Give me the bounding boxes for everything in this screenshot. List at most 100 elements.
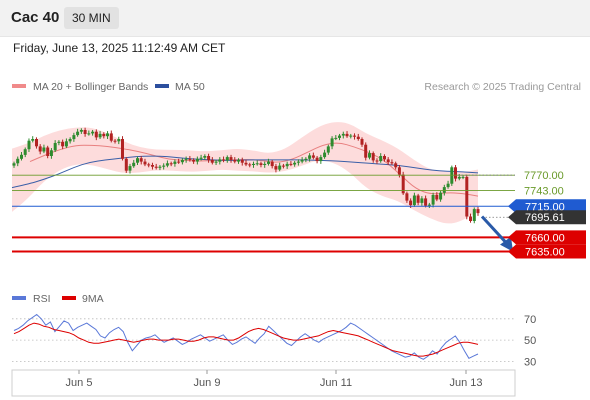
rsi-tick-label: 30 xyxy=(524,356,536,368)
candle-up xyxy=(472,209,476,221)
candle-up xyxy=(31,139,35,141)
ma50-legend-label: MA 50 xyxy=(175,81,205,93)
candle-up xyxy=(132,162,136,167)
candle-up xyxy=(461,176,465,178)
candle-up xyxy=(412,195,416,206)
candle-down xyxy=(397,167,401,175)
candle-down xyxy=(401,174,405,194)
instrument-title: Cac 40 xyxy=(11,9,60,26)
candle-down xyxy=(390,162,394,164)
candle-up xyxy=(184,158,188,160)
candle-down xyxy=(109,133,113,141)
candle-down xyxy=(356,136,360,139)
candle-up xyxy=(79,130,83,132)
candle-up xyxy=(319,157,323,162)
candle-down xyxy=(177,161,181,163)
candle-up xyxy=(442,187,446,193)
candle-down xyxy=(375,160,379,162)
rsi-ma-legend-label: 9MA xyxy=(82,293,104,305)
candle-up xyxy=(439,192,443,200)
candle-up xyxy=(349,135,353,137)
candle-up xyxy=(195,158,199,162)
rsi-line xyxy=(13,313,479,360)
candle-down xyxy=(154,166,158,168)
candle-up xyxy=(76,131,80,136)
candle-up xyxy=(267,161,270,164)
candle-down xyxy=(386,159,390,163)
candle-up xyxy=(91,131,95,134)
candle-up xyxy=(300,159,304,162)
candle-up xyxy=(42,147,46,152)
candle-down xyxy=(46,147,50,156)
candle-up xyxy=(117,139,121,142)
x-axis-tick-label: Jun 9 xyxy=(194,377,221,389)
candle-up xyxy=(106,133,109,137)
rsi-legend-label: RSI xyxy=(33,293,51,305)
candle-down xyxy=(244,162,248,165)
candle-up xyxy=(214,161,218,163)
candle-up xyxy=(323,152,327,158)
candle-down xyxy=(383,156,386,160)
candle-up xyxy=(173,161,177,164)
candle-up xyxy=(16,158,20,164)
candle-down xyxy=(360,139,364,145)
candle-down xyxy=(289,163,293,165)
candle-down xyxy=(315,157,319,162)
candle-up xyxy=(338,135,341,138)
candle-up xyxy=(72,135,76,140)
candle-down xyxy=(435,195,439,200)
rsi-ma-legend-swatch xyxy=(62,296,76,300)
candle-down xyxy=(311,155,315,158)
support-level-label: 7635.00 xyxy=(525,247,565,259)
candle-up xyxy=(308,155,312,159)
support-level-tag xyxy=(508,230,586,245)
interval-button[interactable]: 30 MIN xyxy=(64,7,119,29)
support-level-label: 7660.00 xyxy=(525,232,565,244)
candle-up xyxy=(53,143,57,151)
candle-down xyxy=(259,163,263,165)
candle-down xyxy=(274,166,278,170)
candle-up xyxy=(330,138,334,147)
candle-up xyxy=(431,195,435,205)
candle-down xyxy=(248,164,252,166)
forecast-arrow-shaft xyxy=(480,215,509,245)
candle-up xyxy=(12,163,16,166)
candle-down xyxy=(222,159,225,161)
candle-up xyxy=(165,163,169,166)
candle-down xyxy=(394,163,398,168)
candle-down xyxy=(147,164,151,166)
candle-down xyxy=(240,159,244,163)
candle-up xyxy=(285,163,289,167)
candle-up xyxy=(446,183,450,188)
candle-down xyxy=(424,198,428,206)
rsi-ma-line xyxy=(13,322,479,357)
candle-up xyxy=(203,156,207,158)
candle-down xyxy=(409,200,413,206)
ma50-legend-swatch xyxy=(155,84,169,88)
candle-up xyxy=(225,157,229,161)
candle-down xyxy=(281,165,285,167)
candle-down xyxy=(207,156,211,160)
candle-up xyxy=(180,159,184,163)
x-axis-panel xyxy=(11,369,516,397)
candle-up xyxy=(252,163,255,165)
candle-down xyxy=(364,144,368,158)
candle-up xyxy=(293,162,297,165)
candle-up xyxy=(57,141,61,143)
candle-up xyxy=(27,140,31,150)
pivot-level-tag xyxy=(508,199,586,214)
last-price-label: 7695.61 xyxy=(525,212,565,224)
support-level-tag xyxy=(508,244,586,259)
candle-down xyxy=(94,131,98,138)
candle-down xyxy=(210,159,214,163)
last-price-tag xyxy=(508,210,586,225)
candle-up xyxy=(23,149,27,155)
candle-up xyxy=(49,150,53,156)
candle-down xyxy=(233,159,237,162)
candle-down xyxy=(465,176,469,217)
candle-up xyxy=(162,165,166,167)
candle-down xyxy=(229,157,233,160)
ma20-legend-swatch xyxy=(12,84,26,88)
chart-header: Cac 40 30 MIN xyxy=(0,0,590,37)
